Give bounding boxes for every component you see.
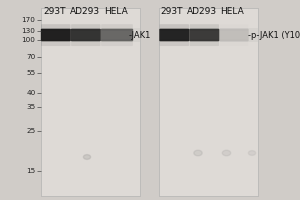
Text: HELA: HELA [220, 7, 244, 16]
Text: -p-JAK1 (Y1022): -p-JAK1 (Y1022) [248, 30, 300, 40]
FancyBboxPatch shape [189, 29, 219, 41]
Text: AD293: AD293 [70, 7, 100, 16]
FancyBboxPatch shape [160, 24, 189, 31]
Text: HELA: HELA [104, 7, 128, 16]
Text: 40: 40 [26, 90, 35, 96]
FancyBboxPatch shape [41, 29, 71, 41]
Circle shape [83, 155, 91, 159]
Bar [40, 8, 140, 196]
Text: 25: 25 [26, 128, 35, 134]
Text: 293T: 293T [44, 7, 66, 16]
Text: 35: 35 [26, 104, 35, 110]
FancyBboxPatch shape [101, 24, 133, 31]
FancyBboxPatch shape [190, 24, 219, 31]
Bar [159, 28, 258, 42]
Text: -JAK1: -JAK1 [129, 30, 152, 40]
Bar [159, 8, 258, 196]
Text: 70: 70 [26, 54, 35, 60]
Text: 15: 15 [26, 168, 35, 174]
Circle shape [248, 151, 256, 155]
FancyBboxPatch shape [190, 39, 219, 46]
Circle shape [222, 150, 231, 156]
FancyBboxPatch shape [159, 29, 189, 41]
FancyBboxPatch shape [41, 39, 70, 46]
FancyBboxPatch shape [71, 29, 101, 41]
Text: AD293: AD293 [187, 7, 217, 16]
FancyBboxPatch shape [71, 24, 100, 31]
FancyBboxPatch shape [101, 29, 133, 41]
Text: 55: 55 [26, 70, 35, 76]
FancyBboxPatch shape [101, 39, 133, 46]
Text: 293T: 293T [161, 7, 183, 16]
Text: 100: 100 [22, 37, 35, 43]
Circle shape [194, 150, 202, 156]
FancyBboxPatch shape [160, 39, 189, 46]
FancyBboxPatch shape [41, 24, 70, 31]
Bar [40, 28, 140, 42]
Text: 130: 130 [22, 28, 35, 34]
Text: 170: 170 [22, 17, 35, 23]
FancyBboxPatch shape [71, 39, 100, 46]
FancyBboxPatch shape [219, 29, 249, 41]
